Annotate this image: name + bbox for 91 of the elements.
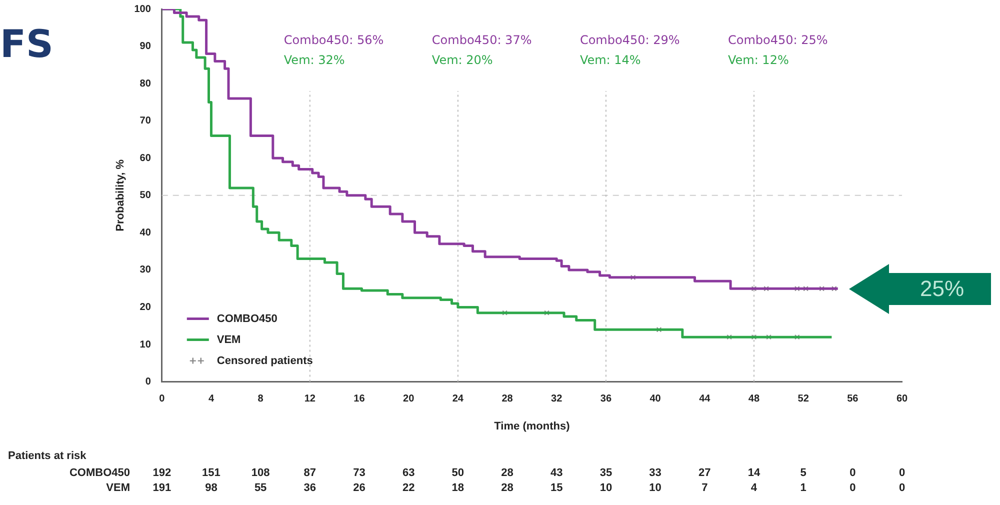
text: 55: [254, 482, 267, 494]
point: [794, 334, 800, 340]
text: 108: [251, 466, 270, 479]
y-axis-title: Probability, %: [114, 159, 127, 232]
point: [794, 286, 800, 292]
x-tick-label: 48: [748, 394, 760, 405]
x-tick-label: 0: [159, 394, 166, 405]
point: [630, 274, 636, 280]
y-tick-label: 30: [140, 264, 152, 276]
annotation: Combo450: 29%: [580, 33, 680, 48]
text: 33: [649, 466, 662, 479]
annotation: Combo450: 25%: [728, 33, 828, 48]
y-tick-label: 80: [140, 78, 152, 90]
point: [803, 286, 808, 292]
text: 35: [600, 466, 612, 479]
text: 14: [748, 466, 761, 479]
point: [832, 286, 837, 292]
text: 26: [353, 482, 366, 494]
text: 10: [600, 482, 612, 494]
x-tick-label: 56: [847, 394, 859, 405]
annotation: Vem: 14%: [580, 53, 641, 68]
point: [764, 286, 769, 292]
legend-label: VEM: [216, 334, 241, 346]
annotation: Combo450: 37%: [432, 33, 532, 48]
x-tick-label: 8: [258, 394, 264, 405]
text: 36: [304, 482, 316, 494]
annotation: Vem: 32%: [284, 53, 345, 68]
text: 5: [800, 466, 806, 479]
text: 4: [750, 482, 758, 494]
point: [819, 286, 824, 292]
y-tick-label: 20: [140, 302, 152, 313]
x-tick-label: 20: [403, 394, 415, 405]
text: 7: [702, 482, 708, 494]
y-tick-label: 90: [140, 41, 152, 52]
point: [502, 310, 508, 316]
y-tick-label: 10: [140, 339, 152, 350]
x-tick-label: 60: [896, 394, 908, 405]
annotation: Combo450: 56%: [284, 33, 384, 48]
x-tick-label: 28: [502, 394, 514, 405]
text: 87: [304, 466, 316, 479]
text: 50: [452, 466, 464, 479]
text: 0: [850, 482, 856, 494]
y-tick-label: 100: [134, 4, 152, 15]
text: 63: [402, 466, 415, 479]
point: [726, 334, 732, 340]
point: [751, 334, 757, 340]
text: 10: [649, 482, 662, 494]
y-tick-label: 50: [140, 190, 152, 202]
text: 43: [550, 466, 563, 479]
text: 0: [898, 482, 906, 494]
y-tick-label: 70: [140, 116, 152, 127]
x-axis-title: Time (months): [494, 420, 570, 432]
text: 0: [850, 466, 856, 479]
text: 27: [698, 466, 711, 479]
point: [656, 326, 662, 332]
x-tick-label: 4: [208, 394, 214, 405]
text: 22: [402, 482, 415, 494]
text: 98: [205, 482, 218, 494]
x-tick-label: 24: [452, 394, 464, 405]
annotation: Vem: 12%: [728, 53, 789, 68]
x-tick-label: 32: [551, 394, 563, 405]
point: [766, 334, 772, 340]
annotation: Vem: 20%: [432, 53, 493, 68]
point: [544, 310, 550, 316]
text: 28: [501, 482, 514, 494]
arrow-icon: 25%: [849, 264, 991, 314]
text: 73: [353, 466, 366, 479]
legend-label: COMBO450: [216, 312, 278, 325]
x-tick-label: 16: [354, 394, 366, 405]
text: 18: [452, 482, 464, 494]
x-tick-label: 52: [798, 394, 810, 405]
text: 0: [898, 466, 906, 479]
text: COMBO450: [69, 466, 130, 479]
text: 28: [501, 466, 514, 479]
x-tick-label: 36: [600, 394, 612, 405]
y-tick-label: 60: [140, 152, 152, 164]
x-tick-label: 40: [650, 394, 662, 405]
text: Patients at risk: [8, 450, 88, 462]
text: 191: [152, 482, 172, 494]
legend-label: Censored patients: [216, 354, 313, 367]
text: 151: [202, 466, 220, 479]
chart-title: FS: [0, 22, 54, 66]
point: [751, 286, 757, 292]
text: 192: [152, 466, 172, 479]
text: 1: [800, 482, 806, 494]
text: VEM: [106, 482, 130, 494]
y-tick-label: 0: [145, 376, 152, 388]
y-tick-label: 40: [140, 227, 152, 238]
x-tick-label: 44: [699, 394, 711, 405]
text: 15: [550, 482, 563, 494]
x-tick-label: 12: [304, 394, 316, 405]
